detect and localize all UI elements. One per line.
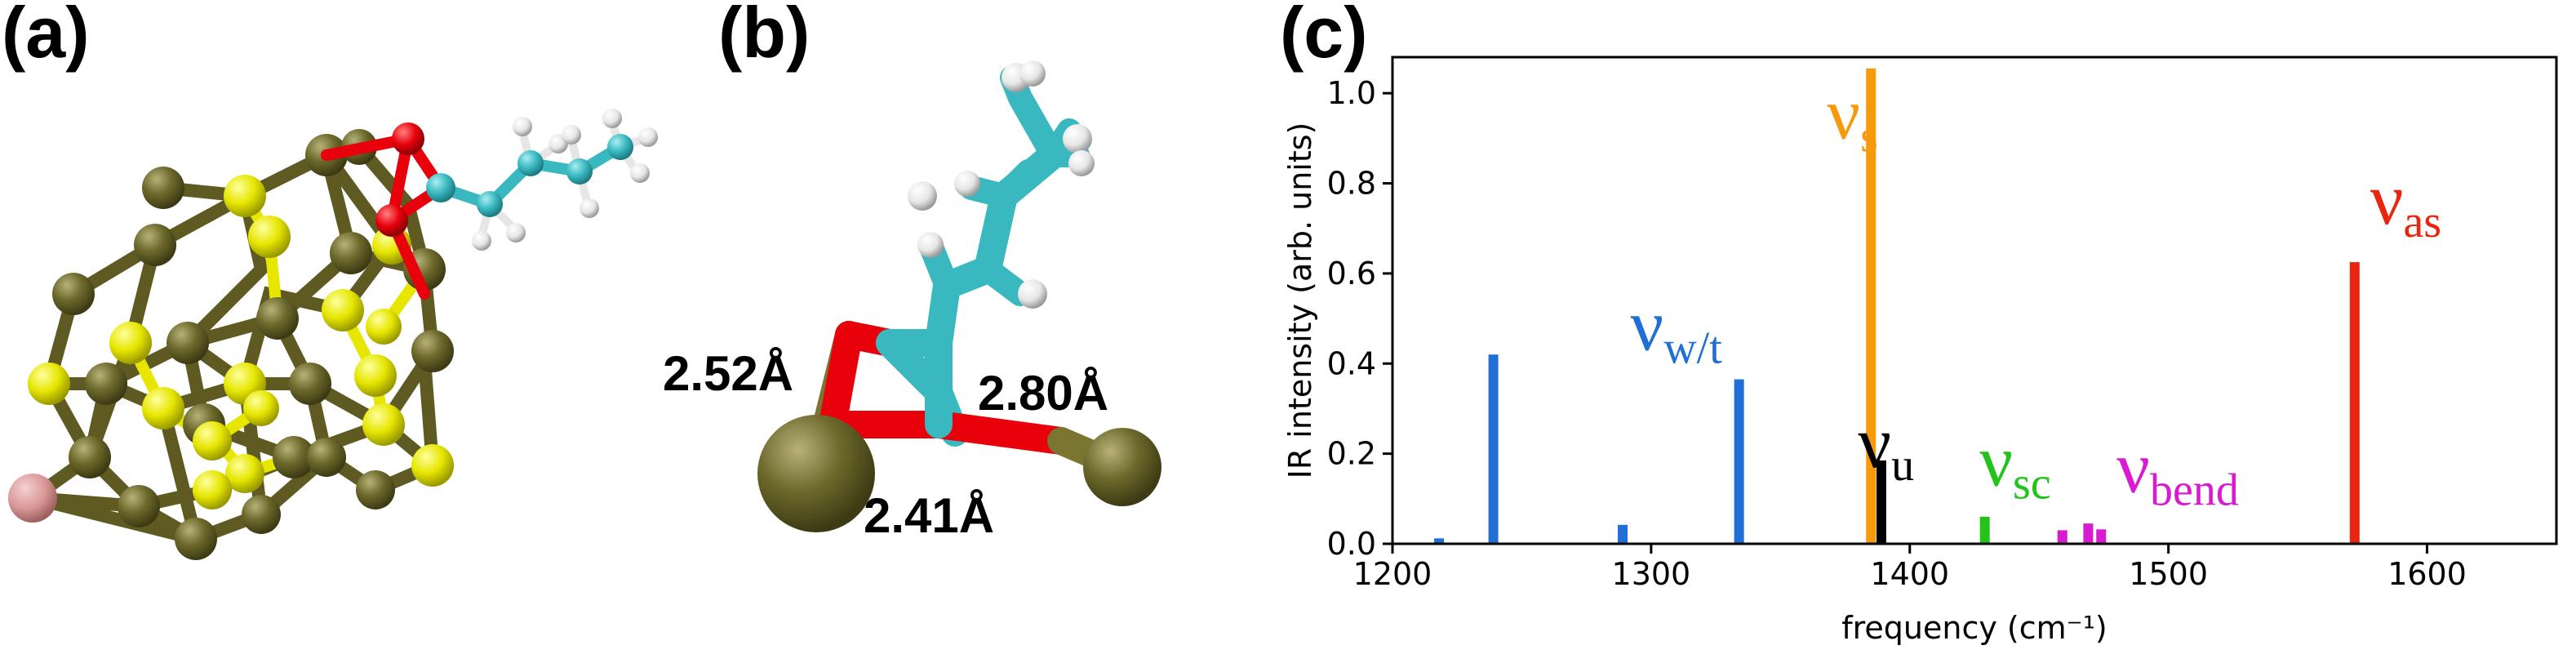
- bond-length-bottom: 2.41Å: [864, 488, 994, 543]
- cluster-model-image: [8, 109, 658, 560]
- mode-label-bend: νbend: [2116, 428, 2239, 516]
- chart-marks: [1434, 68, 2360, 545]
- mode-label-s: νs: [1827, 73, 1878, 162]
- panel-label-a: (a): [2, 0, 90, 73]
- bar-1389: [1876, 460, 1886, 544]
- y-tick-label: 0.8: [1327, 166, 1376, 202]
- bar-1334: [1734, 379, 1744, 544]
- bar-1429: [1979, 516, 1990, 544]
- bar-1385: [1866, 68, 1876, 545]
- x-tick-label: 1400: [1870, 556, 1949, 592]
- bar-1459: [2057, 530, 2067, 544]
- x-tick-label: 1200: [1353, 556, 1432, 592]
- x-tick-label: 1300: [1612, 556, 1691, 592]
- y-tick-label: 0.2: [1327, 436, 1376, 472]
- adsorbate-a: [321, 109, 658, 300]
- mode-label-w-t: νw/t: [1631, 286, 1723, 374]
- x-ticks: 1200 1300 1400 1500 1600: [1353, 544, 2467, 592]
- bar-1474: [2096, 529, 2107, 544]
- y-ticks: 0.0 0.2 0.4 0.6 0.8 1.0: [1327, 75, 1392, 562]
- bar-1239: [1488, 354, 1499, 544]
- y-tick-label: 1.0: [1327, 75, 1376, 111]
- plot-frame: [1391, 56, 2558, 545]
- bond-length-left: 2.52Å: [663, 346, 793, 401]
- y-axis-label: IR intensity (arb. units): [1282, 122, 1318, 479]
- x-tick-label: 1600: [2387, 556, 2467, 592]
- bar-1289: [1618, 524, 1628, 544]
- bar-1572: [2349, 262, 2360, 544]
- y-tick-label: 0.6: [1327, 256, 1376, 291]
- mode-annotations: νw/t νs νu νsc νbend νas: [1631, 73, 2442, 515]
- mode-label-as: νas: [2370, 159, 2441, 247]
- x-axis-label: frequency (cm⁻¹): [1841, 610, 2107, 646]
- x-tick-label: 1500: [2129, 556, 2208, 592]
- bonding-geometry-image: [757, 60, 1161, 532]
- bond-length-right: 2.80Å: [978, 366, 1108, 420]
- panel-label-c: (c): [1280, 0, 1368, 73]
- ir-spectrum-chart: 1200 1300 1400 1500 1600 0.00.20.40.60.81.0 …: [1282, 56, 2558, 646]
- y-tick-label: 0.0: [1327, 526, 1376, 562]
- y-tick-label: 0.4: [1327, 345, 1376, 381]
- mode-label-sc: νsc: [1979, 420, 2050, 509]
- mode-label-u: νu: [1858, 403, 1914, 491]
- bar-1469: [2083, 523, 2094, 544]
- panel-label-b: (b): [718, 0, 810, 73]
- bar-1218: [1434, 538, 1445, 544]
